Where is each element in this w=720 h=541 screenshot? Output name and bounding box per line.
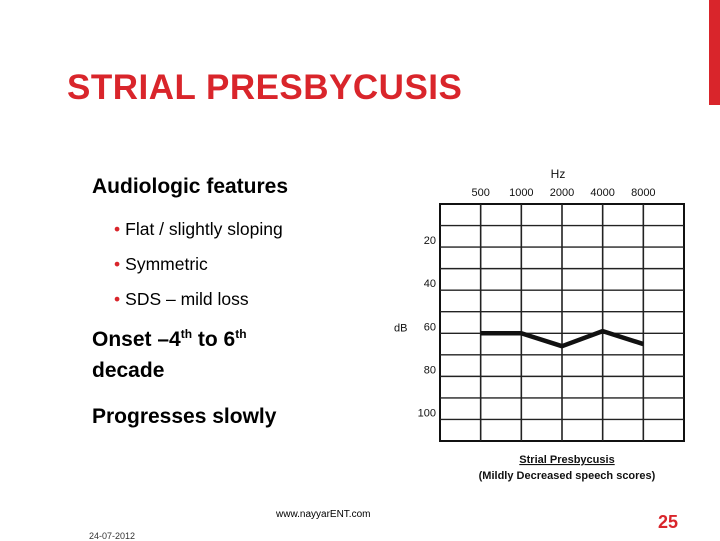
onset-mid: to 6 [192, 328, 236, 351]
y-tick-label: 80 [424, 364, 436, 376]
onset-sup-1: th [180, 327, 193, 341]
onset-text: Onset –4th to 6th decade [92, 324, 352, 386]
x-tick-label: 2000 [550, 187, 574, 199]
x-tick-label: 8000 [631, 187, 655, 199]
onset-sup-2: th [235, 327, 247, 341]
slide-title: STRIAL PRESBYCUSIS [67, 68, 463, 107]
onset-suffix: decade [92, 359, 165, 382]
bullet-item: • Flat / slightly sloping [114, 219, 283, 240]
y-tick-label: 60 [424, 321, 436, 333]
footer-url: www.nayyarENT.com [276, 509, 371, 520]
x-tick-label: 1000 [509, 187, 533, 199]
progress-text: Progresses slowly [92, 405, 277, 428]
chart-caption-subtitle: (Mildly Decreased speech scores) [479, 470, 656, 482]
chart-title: Hz [551, 167, 566, 181]
accent-bar [709, 0, 720, 105]
y-axis-label: dB [394, 322, 407, 334]
audiogram-chart: Hz 500 1000 2000 4000 8000 20 40 60 80 100 dB Strial… [394, 167, 685, 482]
bullet-text: Symmetric [125, 254, 208, 274]
x-tick-label: 500 [471, 187, 489, 199]
chart-caption-title: Strial Presbycusis [519, 454, 614, 466]
y-tick-label: 20 [424, 235, 436, 247]
bullet-dot-icon: • [114, 219, 121, 239]
bullet-item: • Symmetric [114, 254, 208, 275]
audiologic-heading: Audiologic features [92, 175, 289, 198]
y-tick-label: 40 [424, 278, 436, 290]
onset-prefix: Onset –4 [92, 328, 181, 351]
bullet-item: • SDS – mild loss [114, 289, 249, 310]
y-tick-label: 100 [418, 407, 436, 419]
bullet-text: SDS – mild loss [125, 289, 249, 309]
bullet-text: Flat / slightly sloping [125, 219, 283, 239]
bullet-dot-icon: • [114, 254, 121, 274]
footer-date: 24-07-2012 [89, 531, 136, 541]
bullet-dot-icon: • [114, 289, 121, 309]
series-line [480, 328, 645, 349]
page-number: 25 [658, 512, 679, 532]
x-tick-label: 4000 [590, 187, 614, 199]
